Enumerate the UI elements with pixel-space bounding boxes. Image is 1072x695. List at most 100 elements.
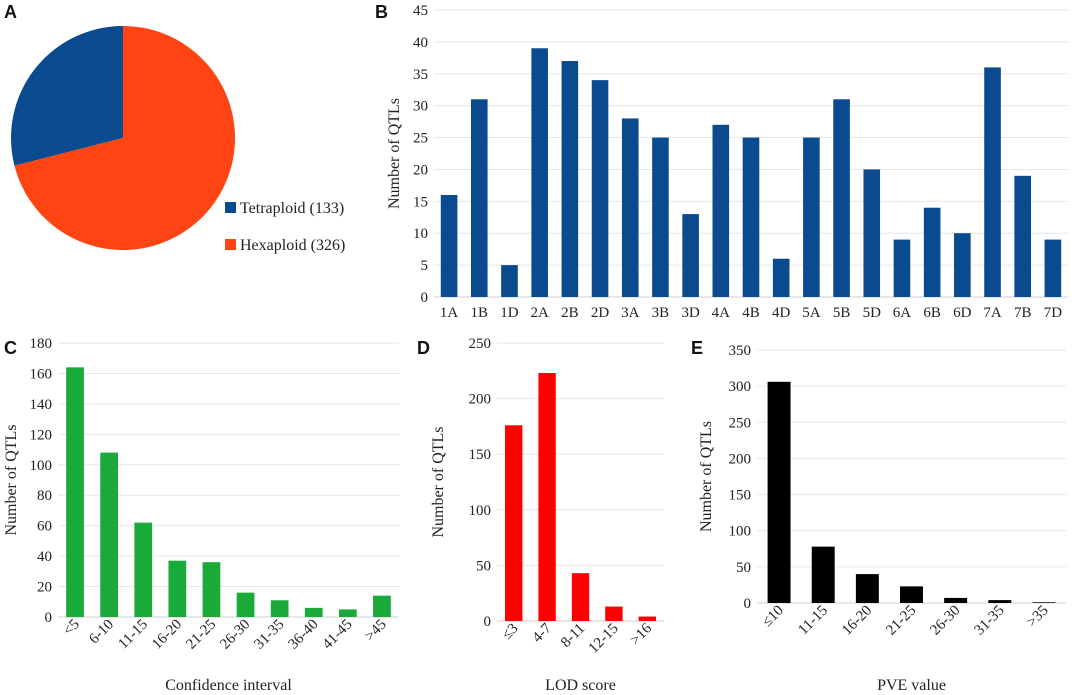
x-tick-label: 11-15 [795,603,831,639]
x-tick-label: 5D [863,305,882,321]
panel-letter-a: A [4,2,17,22]
bar-3 [505,425,523,621]
y-tick-label: 15 [413,194,428,210]
pie-slice-tetraploid-133 [11,26,124,166]
bar-7a [984,67,1001,298]
panel-letter-b: B [375,2,388,22]
bar-7d [1044,239,1062,297]
bar-chart-pve-value: 0 50 100 150 200 250 300 350 ≤10 11-15 16-20 21-25 2… [698,343,1066,694]
x-tick-label: ≤10 [759,603,787,631]
y-axis-title: Number of QTLs [430,426,447,537]
legend-label-tetraploid-133: Tetraploid (133) [240,200,344,217]
x-tick-label: 16-20 [839,603,875,639]
x-tick-label: 6-10 [86,617,117,648]
bar-8-11 [571,573,590,621]
x-tick-label: 4A [712,305,731,321]
x-tick-label: 16-20 [149,617,185,653]
x-tick-label: 8-11 [558,621,588,651]
x-tick-label: 1A [440,305,459,321]
x-tick-label: <5 [60,617,83,640]
y-tick-label: 30 [413,99,428,115]
x-tick-label: 4B [742,305,760,321]
y-tick-label: 150 [469,447,492,463]
panel-letter-c: C [4,338,17,358]
y-tick-label: 100 [729,524,752,540]
y-axis-title: Number of QTLs [386,98,403,209]
panel-letter-e: E [691,338,703,358]
y-tick-label: 250 [469,336,492,352]
y-tick-label: 50 [476,558,491,574]
x-tick-label: >35 [1024,603,1052,631]
y-tick-label: 200 [469,392,492,408]
legend-swatch-tetraploid-133 [225,202,236,213]
bar-4a [712,124,730,297]
bar-5a [803,137,820,297]
x-tick-label: 5A [802,305,821,321]
y-tick-label: 140 [30,397,53,413]
x-axis-title: Confidence interval [165,677,292,694]
y-tick-label: 25 [413,131,428,147]
x-tick-label: 4D [772,305,791,321]
y-tick-label: 160 [30,366,53,382]
x-tick-label: 36-40 [286,617,322,653]
x-tick-label: 2D [591,305,610,321]
x-tick-label: 12-15 [586,621,622,657]
y-tick-label: 60 [37,519,52,535]
x-tick-label: ≤3 [499,621,521,643]
y-tick-label: 300 [729,379,752,395]
legend-swatch-hexaploid-326 [225,239,236,250]
x-tick-label: 1D [500,305,519,321]
bar-2a [531,48,548,297]
y-tick-label: 10 [413,226,428,242]
y-tick-label: 0 [484,614,492,630]
y-tick-label: 120 [30,427,53,443]
bar-41-45 [338,609,357,617]
y-tick-label: 350 [729,343,752,359]
x-tick-label: 7D [1044,305,1063,321]
bar-21-25 [202,562,221,617]
bar-2d [591,80,609,297]
y-tick-label: 50 [736,560,751,576]
x-tick-label: 6D [953,305,972,321]
x-axis-title: PVE value [877,677,946,694]
y-tick-label: 200 [729,451,752,467]
bar-6b [923,207,941,297]
y-tick-label: 250 [729,415,752,431]
pie-chart-ploidy: Tetraploid (133) Hexaploid (326) [11,25,345,254]
y-axis-title: Number of QTLs [698,421,715,532]
x-tick-label: 7A [983,305,1002,321]
bar-4-7 [538,373,556,621]
y-tick-label: 45 [413,3,428,19]
y-tick-label: 20 [413,162,428,178]
x-tick-label: >45 [362,617,390,645]
bar-1b [470,99,488,297]
x-tick-label: 26-30 [217,617,253,653]
bar-26-30 [944,597,968,603]
x-tick-label: 3A [621,305,640,321]
pie-slice-hexaploid-326 [14,25,236,250]
x-tick-label: 1B [471,305,489,321]
bar-3b [652,137,669,297]
bar-3d [682,214,699,297]
x-tick-label: 3D [681,305,700,321]
bar-31-35 [270,600,289,617]
x-tick-label: 21-25 [883,603,919,639]
bar-35 [1032,602,1056,603]
x-tick-label: 21-25 [183,617,219,653]
bar-chart-chromosome: 0 5 10 15 20 25 30 35 40 45 1A 1B 1D 2A 2B 2D 3A 3B 3D 4A 4B… [386,3,1068,321]
y-tick-label: 0 [421,290,429,306]
x-tick-label: >16 [627,620,655,648]
bar-11-15 [811,546,835,603]
bar-4d [772,258,790,297]
y-tick-label: 80 [37,488,52,504]
bar-11-15 [134,522,153,617]
bar-26-30 [236,592,255,617]
x-tick-label: 31-35 [251,617,287,653]
x-tick-label: 11-15 [115,617,151,653]
bar-1a [440,194,458,297]
x-tick-label: 2A [530,305,549,321]
y-tick-label: 35 [413,67,428,83]
bar-1d [501,265,518,297]
y-tick-label: 100 [469,503,492,519]
